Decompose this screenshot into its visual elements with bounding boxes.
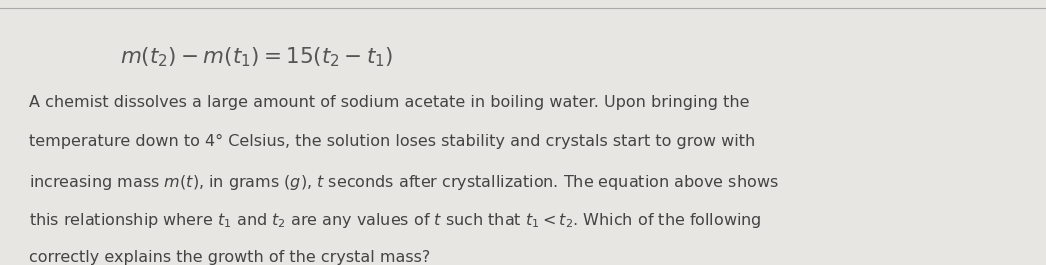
Text: increasing mass $m(t)$, in grams $(g)$, $t$ seconds after crystallization. The e: increasing mass $m(t)$, in grams $(g)$, … [29,173,779,192]
Text: $m(t_2) - m(t_1) = 15(t_2 - t_1)$: $m(t_2) - m(t_1) = 15(t_2 - t_1)$ [120,45,393,69]
Text: A chemist dissolves a large amount of sodium acetate in boiling water. Upon brin: A chemist dissolves a large amount of so… [29,95,750,110]
Text: this relationship where $t_1$ and $t_2$ are any values of $t$ such that $t_1 < t: this relationship where $t_1$ and $t_2$ … [29,211,761,230]
Text: temperature down to 4° Celsius, the solution loses stability and crystals start : temperature down to 4° Celsius, the solu… [29,134,755,149]
Text: correctly explains the growth of the crystal mass?: correctly explains the growth of the cry… [29,250,431,265]
